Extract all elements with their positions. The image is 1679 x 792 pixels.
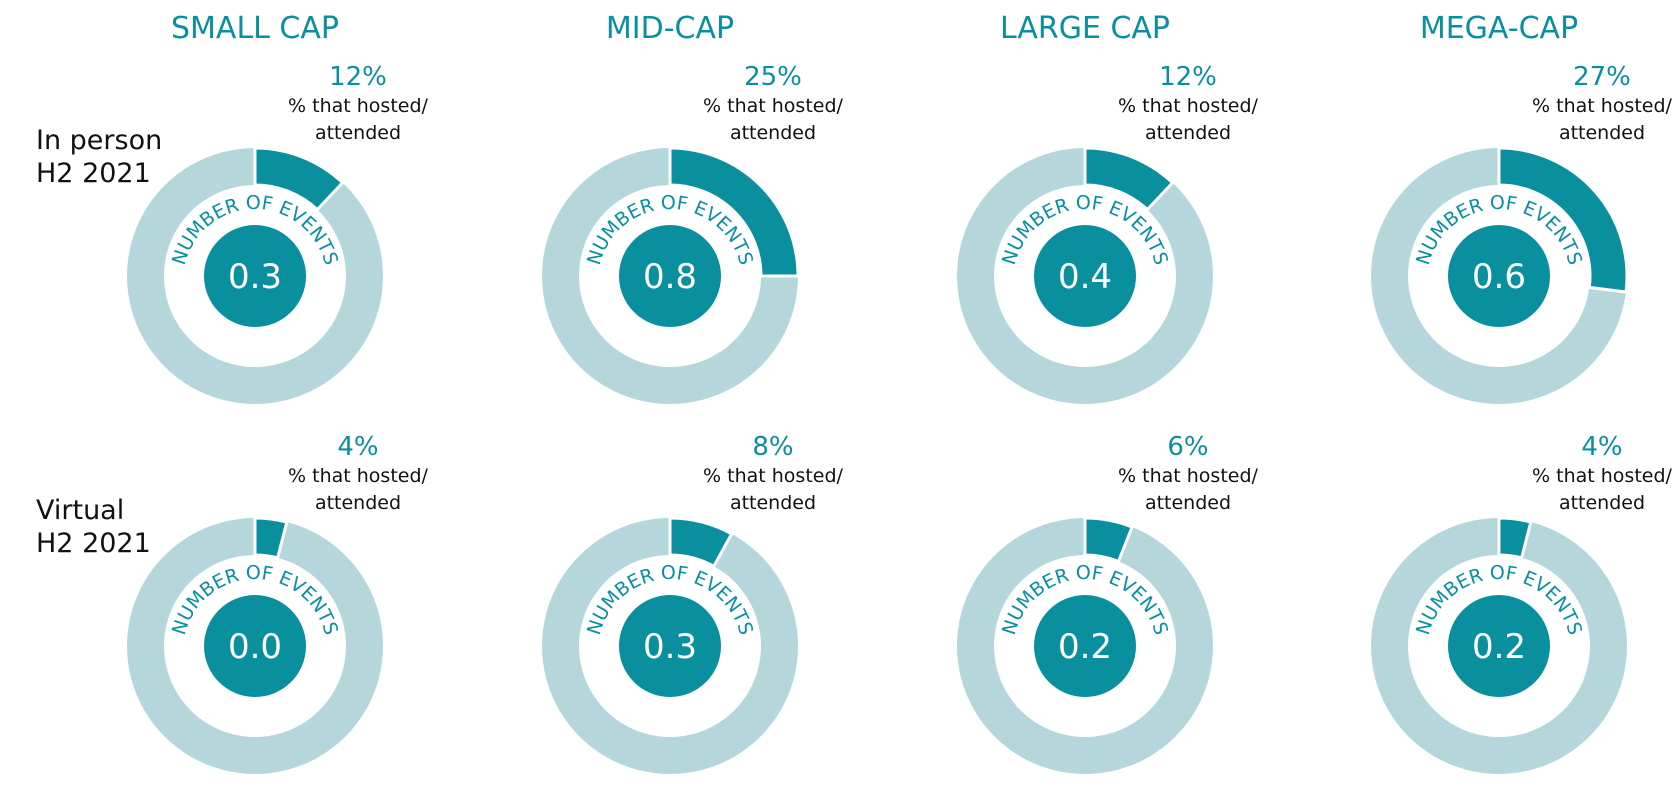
events-value: 0.8 [643,257,697,297]
events-circle [1034,225,1136,327]
events-circle [619,595,721,697]
column-header: LARGE CAP [1000,11,1170,46]
events-circle [1448,595,1550,697]
percent-caption: attended [1145,492,1231,514]
events-circle [204,225,306,327]
percent-caption: % that hosted/ [1118,95,1258,117]
percent-caption: % that hosted/ [703,95,843,117]
donut-slice-hosted [253,516,289,560]
percent-caption: % that hosted/ [703,465,843,487]
percent-label: 6% [1167,432,1208,462]
percent-caption: % that hosted/ [288,95,428,117]
percent-caption: attended [1559,122,1645,144]
donut-slice-hosted [253,146,345,212]
percent-label: 8% [752,432,793,462]
percent-caption: attended [1145,122,1231,144]
row-label-period: H2 2021 [36,158,151,189]
percent-caption: attended [1559,492,1645,514]
column-header: MEGA-CAP [1420,11,1578,46]
percent-label: 4% [337,432,378,462]
events-circle [619,225,721,327]
percent-label: 12% [329,62,387,92]
percent-caption: attended [730,122,816,144]
column-header: MID-CAP [606,11,734,46]
donut-slice-hosted [1497,146,1629,294]
events-value: 0.0 [228,627,282,667]
donut-slice-hosted [668,146,800,278]
percent-label: 25% [744,62,802,92]
donut-slice-hosted [1083,146,1175,212]
percent-caption: % that hosted/ [288,465,428,487]
row-label: In person [36,125,162,156]
events-circle [1034,595,1136,697]
percent-caption: attended [730,492,816,514]
percent-caption: % that hosted/ [1532,95,1672,117]
events-value: 0.2 [1472,627,1526,667]
donut-slice-hosted [1497,516,1533,560]
donut-slice-hosted [668,516,734,569]
events-circle [204,595,306,697]
percent-label: 12% [1159,62,1217,92]
percent-label: 4% [1581,432,1622,462]
percent-caption: attended [315,492,401,514]
donut-slice-hosted [1083,516,1135,564]
row-label: Virtual [36,495,124,526]
column-header: SMALL CAP [171,11,339,46]
events-value: 0.6 [1472,257,1526,297]
events-value: 0.3 [228,257,282,297]
percent-label: 27% [1573,62,1631,92]
row-label-period: H2 2021 [36,528,151,559]
percent-caption: % that hosted/ [1118,465,1258,487]
percent-caption: % that hosted/ [1532,465,1672,487]
events-value: 0.2 [1058,627,1112,667]
events-value: 0.4 [1058,257,1112,297]
events-value: 0.3 [643,627,697,667]
events-circle [1448,225,1550,327]
percent-caption: attended [315,122,401,144]
